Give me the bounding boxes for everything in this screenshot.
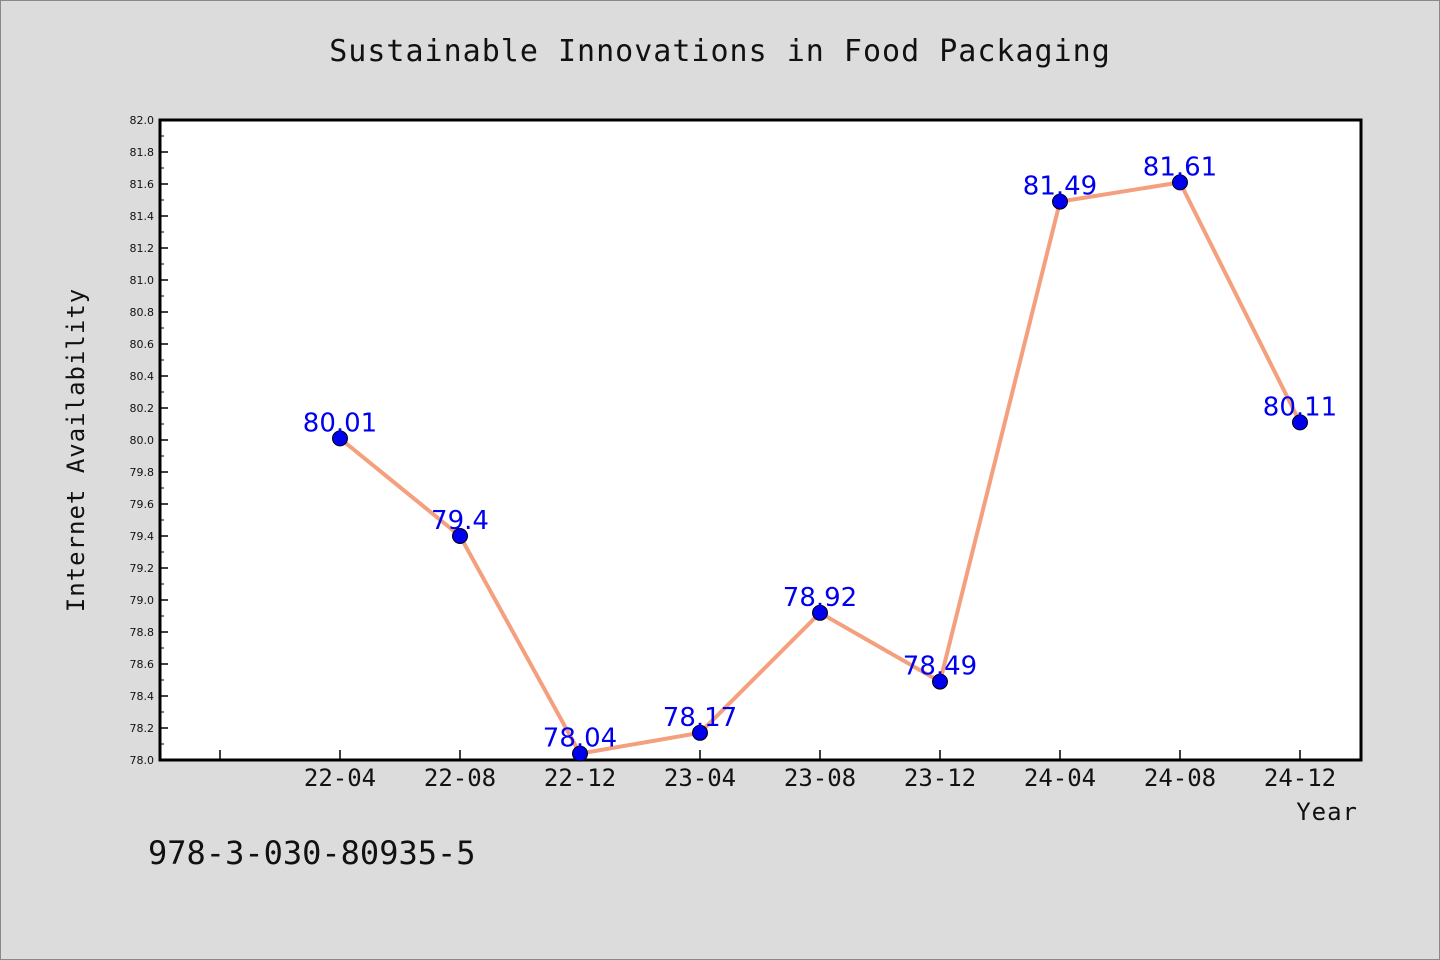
y-tick-label: 82.0 bbox=[130, 114, 155, 127]
x-tick-label: 22-04 bbox=[304, 764, 376, 792]
data-labels: 80.01 79.4 78.04 78.17 78.92 78.49 81.49 81.61 8… bbox=[303, 152, 1337, 753]
data-label: 78.92 bbox=[783, 583, 857, 613]
y-tick-label: 78.4 bbox=[130, 690, 155, 703]
data-label: 78.17 bbox=[663, 703, 737, 733]
y-axis: 78.0 78.2 78.4 78.6 78.8 79.0 79.2 79.4 79.6 79.8… bbox=[130, 114, 168, 767]
chart-title: Sustainable Innovations in Food Packagin… bbox=[329, 34, 1111, 69]
y-tick-label: 79.8 bbox=[130, 466, 155, 479]
y-tick-label: 79.6 bbox=[130, 498, 155, 511]
x-axis: 22-04 22-08 22-12 23-04 23-08 23-12 24-04 24-08… bbox=[219, 750, 1336, 792]
x-tick-label: 22-12 bbox=[544, 764, 616, 792]
y-tick-label: 81.4 bbox=[130, 210, 155, 223]
data-point bbox=[1292, 414, 1308, 431]
x-tick-label: 24-08 bbox=[1144, 764, 1216, 792]
y-tick-label: 78.0 bbox=[130, 754, 155, 767]
data-label: 79.4 bbox=[431, 506, 489, 536]
y-tick-label: 78.2 bbox=[130, 722, 155, 735]
y-tick-label: 81.2 bbox=[130, 242, 155, 255]
data-label: 80.01 bbox=[303, 408, 377, 438]
data-point bbox=[572, 745, 588, 762]
x-tick-label: 23-12 bbox=[904, 764, 976, 792]
x-tick-label: 24-12 bbox=[1264, 764, 1336, 792]
y-tick-label: 81.8 bbox=[130, 146, 155, 159]
data-point bbox=[932, 673, 948, 690]
data-point bbox=[1172, 174, 1188, 191]
data-label: 81.61 bbox=[1143, 152, 1217, 182]
x-tick-label: 23-04 bbox=[664, 764, 736, 792]
data-point bbox=[452, 528, 468, 544]
y-tick-label: 81.0 bbox=[130, 274, 155, 287]
y-tick-label: 78.6 bbox=[130, 658, 155, 671]
data-point bbox=[332, 430, 348, 447]
data-point bbox=[1052, 193, 1068, 210]
x-tick-label: 23-08 bbox=[784, 764, 856, 792]
data-point bbox=[812, 604, 828, 621]
y-tick-label: 80.8 bbox=[130, 306, 155, 319]
y-tick-label: 80.2 bbox=[130, 402, 155, 415]
y-tick-label: 79.0 bbox=[130, 594, 155, 607]
y-tick-label: 80.6 bbox=[130, 338, 155, 351]
isbn-text: 978-3-030-80935-5 bbox=[148, 834, 476, 872]
data-label: 80.11 bbox=[1263, 392, 1337, 422]
x-axis-label: Year bbox=[1296, 798, 1358, 826]
x-tick-label: 24-04 bbox=[1024, 764, 1096, 792]
data-label: 78.49 bbox=[903, 652, 977, 682]
y-tick-label: 81.6 bbox=[130, 178, 155, 191]
data-label: 81.49 bbox=[1023, 172, 1097, 202]
series-line bbox=[332, 174, 1308, 762]
y-tick-label: 80.0 bbox=[130, 434, 155, 447]
data-label: 78.04 bbox=[543, 724, 617, 754]
y-tick-label: 79.2 bbox=[130, 562, 155, 575]
plot-area bbox=[158, 118, 1363, 762]
x-tick-label: 22-08 bbox=[424, 764, 496, 792]
y-tick-label: 79.4 bbox=[130, 530, 155, 543]
y-axis-label: Internet Availability bbox=[62, 288, 90, 612]
y-tick-label: 80.4 bbox=[130, 370, 155, 383]
y-tick-label: 78.8 bbox=[130, 626, 155, 639]
data-point bbox=[692, 724, 708, 741]
